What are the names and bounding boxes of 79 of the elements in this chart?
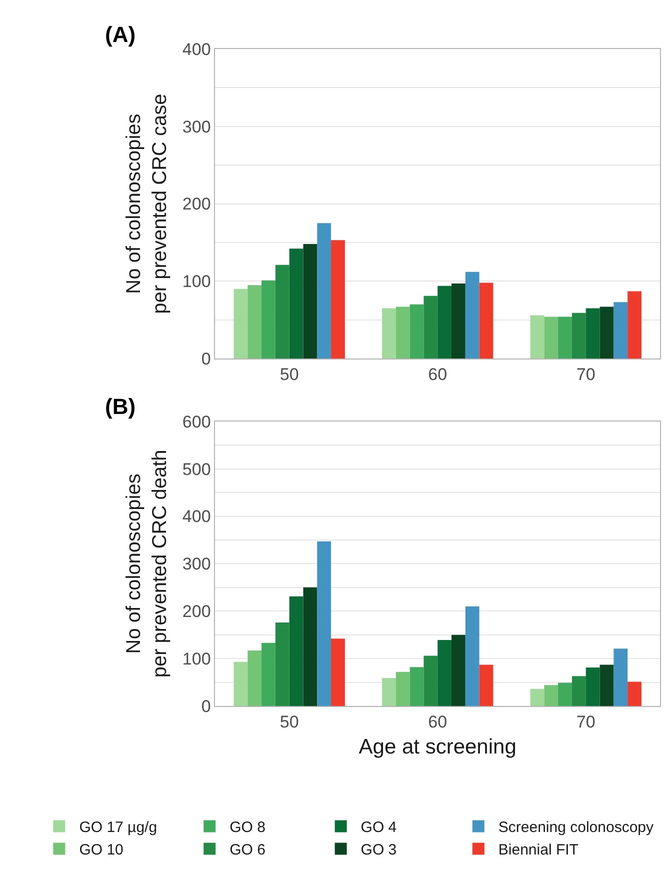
y-tick-label: 300 xyxy=(182,554,211,574)
y-tick-label: 100 xyxy=(182,649,211,668)
bar xyxy=(572,676,586,706)
bar xyxy=(303,244,318,359)
x-axis-title: Age at screening xyxy=(358,736,516,759)
bar xyxy=(331,638,345,706)
bar xyxy=(479,282,494,359)
x-tick-label: 70 xyxy=(576,712,596,732)
bar xyxy=(465,272,480,359)
bar xyxy=(382,308,396,359)
bar xyxy=(544,316,558,359)
y-tick-label: 200 xyxy=(182,602,211,622)
bar xyxy=(289,248,304,359)
bar xyxy=(530,688,544,706)
bar xyxy=(628,291,642,359)
legend-label: GO 8 xyxy=(230,819,266,836)
bar xyxy=(614,302,628,359)
legend-label: GO 10 xyxy=(79,842,124,859)
bar xyxy=(331,240,345,359)
bar xyxy=(234,288,248,359)
bar xyxy=(275,622,290,706)
bar xyxy=(248,650,262,706)
y-tick-label: 0 xyxy=(201,350,211,369)
bar xyxy=(248,285,262,359)
bar xyxy=(438,286,452,359)
bar xyxy=(558,316,572,359)
y-tick-label: 200 xyxy=(182,194,211,214)
legend-label: GO 4 xyxy=(360,819,397,836)
legend-label: GO 6 xyxy=(230,842,266,859)
x-tick-label: 50 xyxy=(280,712,299,732)
legend-label: Screening colonoscopy xyxy=(498,819,654,836)
bar xyxy=(317,541,332,706)
y-tick-label: 500 xyxy=(182,460,211,479)
bar xyxy=(424,296,438,359)
y-tick-label: 400 xyxy=(182,507,211,526)
bar xyxy=(262,642,276,706)
y-tick-label: 400 xyxy=(182,40,211,59)
bar xyxy=(452,634,466,706)
chart-title: (A) xyxy=(105,22,136,47)
legend-label: GO 3 xyxy=(360,842,397,859)
bar xyxy=(628,682,642,706)
bar xyxy=(614,648,628,706)
chart-title: (B) xyxy=(105,394,136,419)
bar xyxy=(275,264,290,359)
bar xyxy=(317,223,332,359)
y-tick-label: 0 xyxy=(201,696,211,716)
bar xyxy=(424,656,438,706)
x-tick-label: 60 xyxy=(428,712,448,732)
bar xyxy=(396,672,410,706)
y-tick-label: 100 xyxy=(182,272,211,292)
bar xyxy=(438,640,452,706)
x-tick-label: 50 xyxy=(280,365,299,384)
bar xyxy=(530,315,544,359)
bar xyxy=(410,304,424,359)
bar xyxy=(262,280,276,359)
bar xyxy=(600,664,614,706)
x-tick-label: 70 xyxy=(576,365,596,384)
y-axis-title: No of colonoscopies per prevented CRC death xyxy=(122,450,171,678)
bar xyxy=(600,306,614,359)
bar xyxy=(572,312,586,359)
bar xyxy=(479,664,494,706)
bar xyxy=(303,587,318,706)
bar xyxy=(544,685,558,706)
bar xyxy=(396,306,410,359)
legend-label: GO 17 µg/g xyxy=(79,819,158,836)
bar xyxy=(586,668,600,706)
bar xyxy=(465,606,480,706)
bar xyxy=(452,284,466,359)
x-tick-label: 60 xyxy=(428,365,448,384)
bar xyxy=(410,667,424,706)
bar xyxy=(234,662,248,706)
bar xyxy=(382,678,396,706)
y-tick-label: 600 xyxy=(182,412,211,432)
y-axis-title: No of colonoscopies per prevented CRC case xyxy=(122,94,171,314)
bar xyxy=(586,308,600,359)
legend-label: Biennial FIT xyxy=(498,842,578,859)
y-tick-label: 300 xyxy=(182,117,211,136)
bar xyxy=(289,596,304,706)
bar xyxy=(558,682,572,706)
